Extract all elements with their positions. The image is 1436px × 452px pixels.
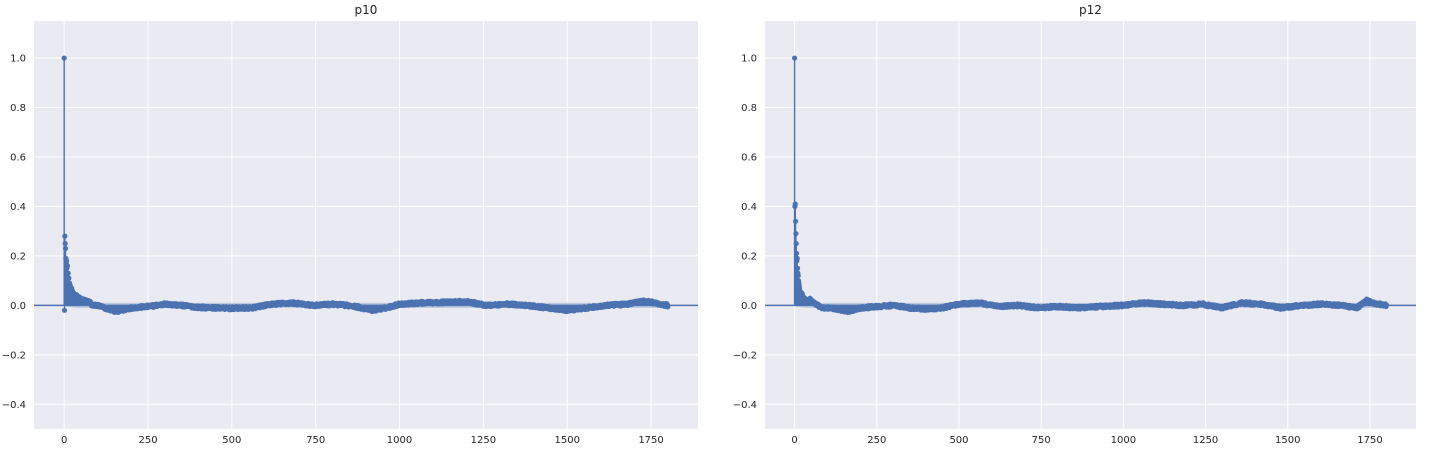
plot-area — [34, 21, 698, 429]
acf-panel-p12: 0 250 500 750 1000 1250 1500 1750 −0.4 −0.2 0.0 0.2… — [718, 0, 1436, 452]
acf-panel-p10: 0 250 500 750 1000 1250 1500 1750 −0.4 −0.2 0.0 0.2… — [2, 3, 698, 446]
x-tick-label: 750 — [306, 435, 325, 446]
acf-point — [61, 307, 68, 313]
acf-point — [62, 240, 68, 247]
x-tick-label: 1250 — [471, 435, 496, 446]
plot-area — [765, 21, 1416, 429]
acf-point — [62, 245, 69, 252]
x-tick-label: 0 — [61, 435, 67, 446]
y-tick-label: −0.2 — [2, 350, 26, 361]
acf-point — [63, 258, 70, 264]
y-tick-label: 0.6 — [10, 153, 26, 164]
x-tick-label: 250 — [138, 435, 157, 446]
acf-chart-p12: 0 250 500 750 1000 1250 1500 1750−0.4−0.20.00.2… — [733, 3, 1416, 446]
y-tick-label: 0.0 — [10, 301, 26, 312]
acf-point — [62, 233, 68, 239]
x-tick-label: 500 — [222, 435, 241, 446]
x-tick-label: 1500 — [554, 435, 579, 446]
acf-point — [61, 55, 67, 61]
y-tick-label: 0.2 — [10, 251, 26, 262]
y-tick-label: 0.4 — [10, 202, 26, 213]
y-tick-label: 0.8 — [10, 103, 26, 114]
y-tick-label: −0.4 — [2, 400, 26, 411]
acf-point — [65, 270, 71, 276]
chart-title: p10 — [355, 3, 378, 17]
acf-point — [64, 263, 71, 269]
x-tick-label: 1000 — [387, 435, 412, 446]
y-tick-label: 1.0 — [10, 54, 26, 65]
acf-chart-p10: 0 250 500 750 1000 1250 1500 1750 −0.4 −0.2 0.0 0.2… — [2, 3, 698, 446]
x-tick-label: 1750 — [638, 435, 663, 446]
acf-point — [66, 275, 72, 281]
